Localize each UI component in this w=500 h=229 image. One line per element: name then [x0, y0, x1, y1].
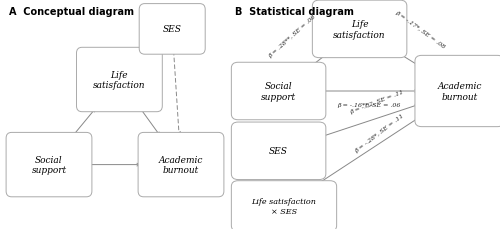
FancyBboxPatch shape: [76, 48, 162, 112]
Text: Social
support: Social support: [32, 155, 66, 174]
Text: SES: SES: [163, 25, 182, 34]
Text: β = -.02, SE = .11: β = -.02, SE = .11: [350, 89, 405, 114]
FancyBboxPatch shape: [139, 5, 205, 55]
Text: Academic
burnout: Academic burnout: [438, 82, 482, 101]
Text: SES: SES: [269, 147, 288, 156]
Text: Life
satisfaction: Life satisfaction: [334, 20, 386, 39]
Text: A  Conceptual diagram: A Conceptual diagram: [10, 7, 134, 17]
FancyBboxPatch shape: [232, 181, 336, 229]
Text: β = .28**, SE = .06: β = .28**, SE = .06: [268, 14, 316, 58]
FancyBboxPatch shape: [6, 133, 92, 197]
Text: B  Statistical diagram: B Statistical diagram: [236, 7, 354, 17]
Text: β = -.28*, SE = .11: β = -.28*, SE = .11: [354, 113, 406, 153]
Text: Life
satisfaction: Life satisfaction: [93, 71, 146, 90]
FancyBboxPatch shape: [415, 56, 500, 127]
Text: Academic
burnout: Academic burnout: [159, 155, 203, 174]
Text: β = -.17*, SE = .08: β = -.17*, SE = .08: [394, 10, 446, 49]
Text: Life satisfaction
× SES: Life satisfaction × SES: [252, 198, 316, 215]
FancyBboxPatch shape: [232, 123, 326, 180]
FancyBboxPatch shape: [312, 1, 407, 58]
Text: Social
support: Social support: [261, 82, 296, 101]
Text: β = -.16**, SE = .06: β = -.16**, SE = .06: [338, 103, 400, 108]
FancyBboxPatch shape: [232, 63, 326, 120]
FancyBboxPatch shape: [138, 133, 224, 197]
